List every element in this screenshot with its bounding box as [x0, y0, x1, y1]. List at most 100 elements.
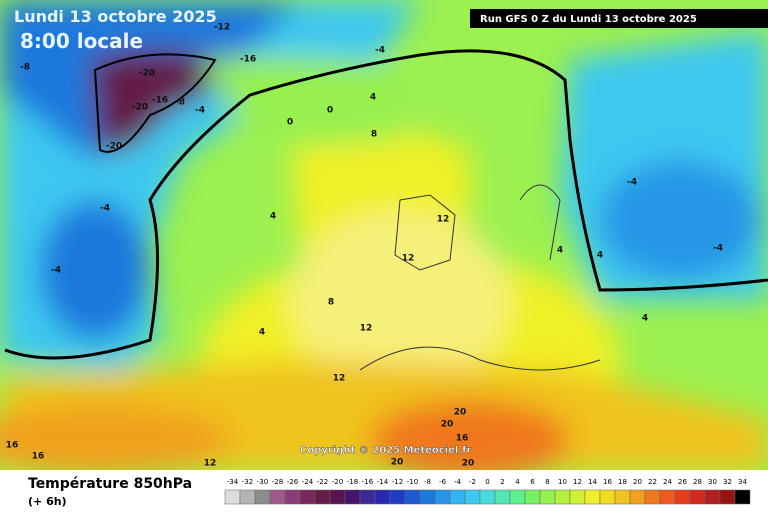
- contour-label: -12: [214, 23, 230, 33]
- scale-label: 28: [693, 478, 702, 486]
- contour-label: 20: [441, 420, 454, 430]
- contour-label: 12: [360, 324, 373, 334]
- contour-label: -8: [20, 63, 30, 73]
- scale-swatch: [539, 489, 556, 505]
- scale-label: 24: [663, 478, 672, 486]
- scale-label: 20: [633, 478, 642, 486]
- scale-label: 18: [618, 478, 627, 486]
- contour-label: -16: [152, 96, 168, 106]
- contour-label: 12: [333, 374, 346, 384]
- contour-label: 20: [454, 408, 467, 418]
- contour-label: -4: [51, 266, 61, 276]
- copyright: Copyright © 2025 Meteociel.fr: [300, 445, 471, 456]
- scale-swatch: [509, 489, 526, 505]
- scale-label: 8: [545, 478, 549, 486]
- contour-label: -20: [139, 69, 155, 79]
- scale-label: -10: [407, 478, 418, 486]
- scale-label: -34: [227, 478, 239, 486]
- scale-swatch: [584, 489, 601, 505]
- scale-label: 30: [708, 478, 717, 486]
- scale-swatch: [434, 489, 451, 505]
- scale-swatch: [344, 489, 361, 505]
- contour-label: -16: [240, 55, 256, 65]
- scale-label: 10: [558, 478, 567, 486]
- scale-label: -12: [392, 478, 403, 486]
- scale-label: 14: [588, 478, 597, 486]
- contour-label: 12: [437, 215, 450, 225]
- scale-swatch: [704, 489, 721, 505]
- scale-swatch: [314, 489, 331, 505]
- contour-label: 12: [204, 459, 217, 469]
- scale-label: 26: [678, 478, 687, 486]
- scale-swatch: [479, 489, 496, 505]
- scale-swatch: [224, 489, 241, 505]
- date: Lundi 13 octobre 2025: [14, 7, 217, 26]
- scale-label: -2: [469, 478, 476, 486]
- contour-label: -4: [627, 178, 637, 188]
- footer-step: (+ 6h): [28, 495, 67, 508]
- run-info: Run GFS 0 Z du Lundi 13 octobre 2025: [480, 14, 697, 25]
- scale-swatch: [359, 489, 376, 505]
- scale-swatch: [629, 489, 646, 505]
- scale-label: 34: [738, 478, 747, 486]
- contour-label: -20: [106, 142, 122, 152]
- scale-label: -28: [272, 478, 283, 486]
- scale-swatch: [734, 489, 751, 505]
- time: 8:00 locale: [20, 29, 143, 53]
- scale-swatch: [269, 489, 286, 505]
- scale-label: -18: [347, 478, 358, 486]
- scale-label: -8: [424, 478, 431, 486]
- scale-label: 0: [485, 478, 489, 486]
- scale-swatch: [299, 489, 316, 505]
- contour-label: 0: [327, 106, 333, 116]
- contour-label: 4: [642, 314, 648, 324]
- scale-label: -30: [257, 478, 268, 486]
- run-box: [470, 9, 768, 28]
- contour-label: 16: [32, 452, 45, 462]
- scale-label: -14: [377, 478, 389, 486]
- contour-label: 12: [402, 254, 415, 264]
- scale-swatch: [374, 489, 391, 505]
- contour-label: -4: [375, 46, 385, 56]
- scale-label: -6: [439, 478, 447, 486]
- scale-label: -22: [317, 478, 328, 486]
- contour-label: 16: [456, 434, 469, 444]
- map-field: [0, 0, 768, 470]
- scale-swatch: [659, 489, 676, 505]
- contour-label: 20: [391, 458, 404, 468]
- scale-swatch: [494, 489, 511, 505]
- contour-label: -20: [132, 103, 148, 113]
- contour-label: -8: [175, 98, 185, 108]
- scale-swatch: [404, 489, 421, 505]
- scale-label: 22: [648, 478, 657, 486]
- contour-label: 8: [371, 130, 377, 140]
- scale-label: 32: [723, 478, 732, 486]
- scale-swatch: [524, 489, 541, 505]
- contour-label: 20: [462, 459, 475, 469]
- scale-swatch: [284, 489, 301, 505]
- scale-swatch: [239, 489, 256, 505]
- color-scale: -34 -32 -30 -28 -26 -24 -22 -20 -18 -16 -14 -12 -10-…: [224, 478, 751, 505]
- scale-label: 12: [573, 478, 582, 486]
- scale-swatch: [614, 489, 631, 505]
- scale-label: 6: [530, 478, 535, 486]
- contour-label: 4: [597, 251, 603, 261]
- scale-label: -4: [454, 478, 462, 486]
- contour-labels: -20 -20 -20 -16 -16 -12 -8 -8 -4 -4 -4 -4 4 4 4 0 0 8 8 12 1…: [6, 23, 723, 469]
- contour-label: -4: [713, 244, 723, 254]
- contour-label: 0: [287, 118, 293, 128]
- contour-label: 16: [6, 441, 19, 451]
- scale-swatch: [554, 489, 571, 505]
- scale-swatch: [569, 489, 586, 505]
- contour-label: 4: [370, 93, 376, 103]
- scale-label: -26: [287, 478, 299, 486]
- contour-label: -4: [100, 204, 110, 214]
- scale-swatch: [689, 489, 706, 505]
- scale-swatch: [644, 489, 661, 505]
- scale-swatch: [464, 489, 481, 505]
- scale-swatch: [674, 489, 691, 505]
- scale-label: -20: [332, 478, 343, 486]
- contour-label: 4: [557, 246, 563, 256]
- scale-swatch: [719, 489, 736, 505]
